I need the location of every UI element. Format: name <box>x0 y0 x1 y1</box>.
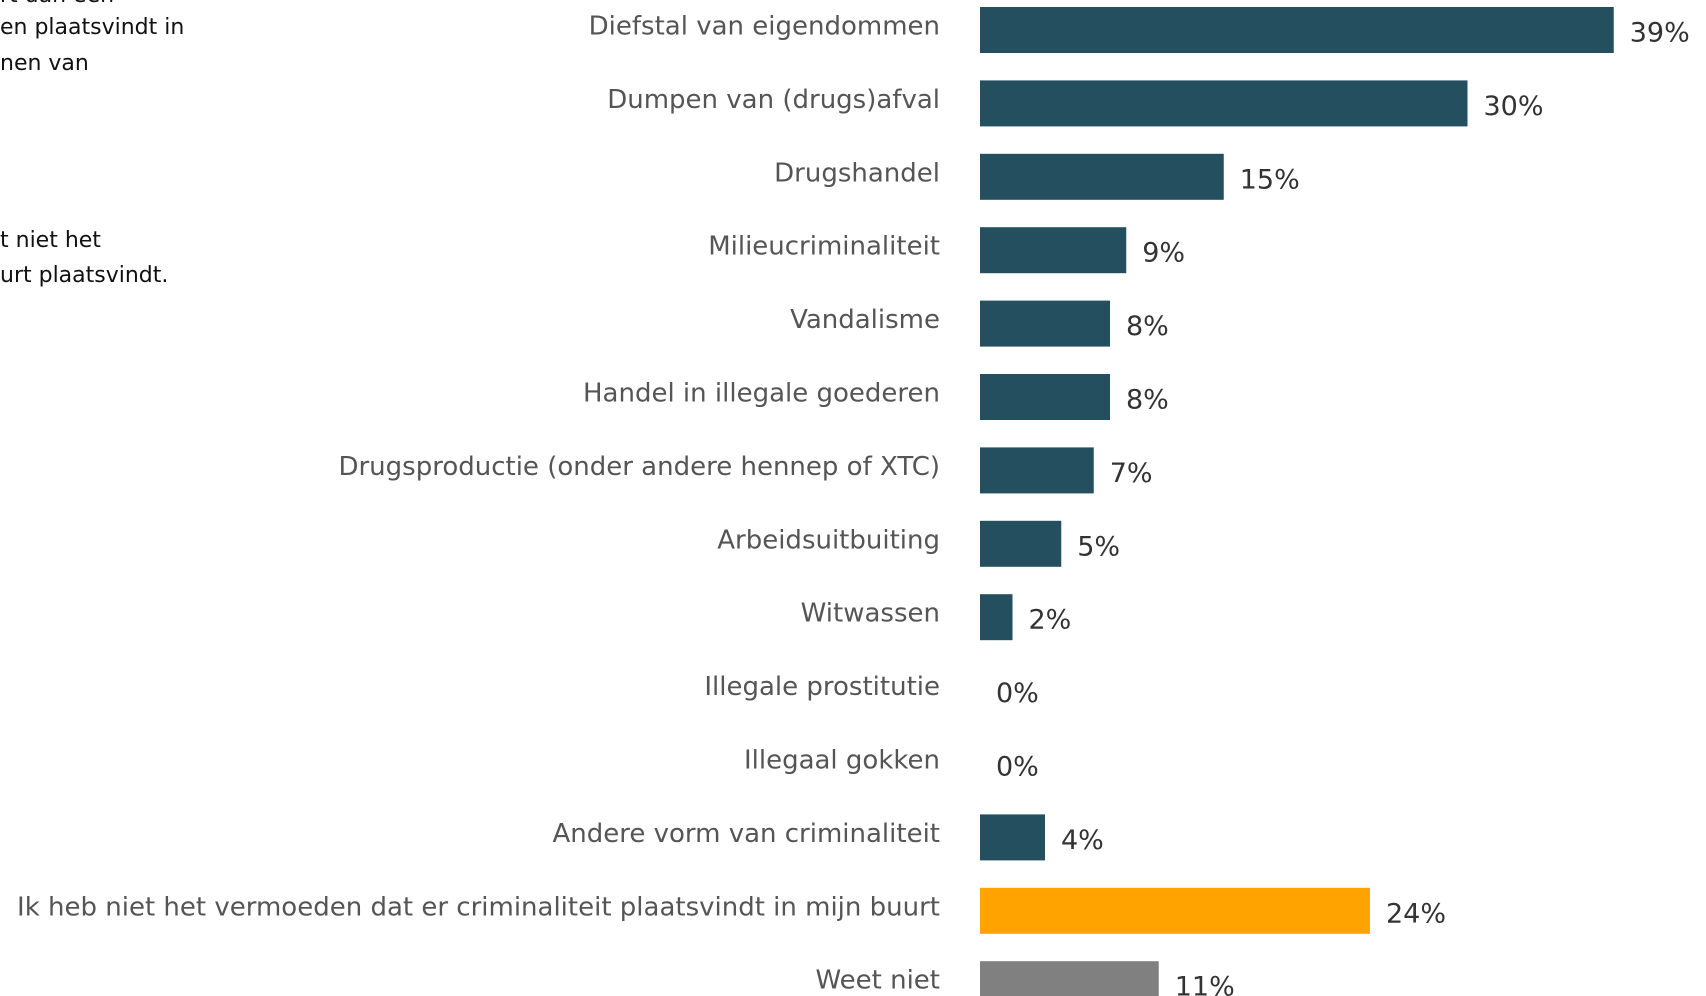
category-label: Illegaal gokken <box>744 746 940 776</box>
value-label: 0% <box>996 678 1039 709</box>
bar <box>980 887 1370 934</box>
bar <box>980 80 1468 127</box>
category-label: Drugshandel <box>774 158 940 188</box>
value-label: 8% <box>1126 385 1169 416</box>
value-label: 9% <box>1142 238 1185 269</box>
value-label: 7% <box>1110 458 1153 489</box>
bar <box>980 594 1013 641</box>
value-label: 2% <box>1029 605 1072 636</box>
bar <box>980 227 1127 274</box>
category-label: Milieucriminaliteit <box>708 232 940 262</box>
bar <box>980 153 1224 200</box>
category-label: Andere vorm van criminaliteit <box>552 819 940 849</box>
category-label: Weet niet <box>815 966 940 996</box>
value-label: 39% <box>1630 18 1690 49</box>
value-label: 30% <box>1484 91 1544 122</box>
value-label: 4% <box>1061 825 1104 856</box>
category-label: Drugsproductie (onder andere hennep of X… <box>338 452 940 482</box>
value-label: 8% <box>1126 311 1169 342</box>
bar <box>980 7 1614 53</box>
side-text: rt dan een <box>0 0 114 8</box>
bar <box>980 374 1110 420</box>
bar <box>980 520 1062 567</box>
category-label: Ik heb niet het vermoeden dat er crimina… <box>17 892 940 922</box>
side-text: urt plaatsvindt. <box>0 263 168 288</box>
category-label: Dumpen van (drugs)afval <box>607 85 940 115</box>
category-label: Diefstal van eigendommen <box>589 12 940 42</box>
value-label: 11% <box>1175 972 1235 996</box>
value-label: 0% <box>996 752 1039 783</box>
bar <box>980 447 1094 494</box>
category-label: Arbeidsuitbuiting <box>717 525 940 555</box>
value-label: 15% <box>1240 164 1300 195</box>
value-label: 5% <box>1077 531 1120 562</box>
value-label: 24% <box>1386 898 1446 929</box>
category-label: Illegale prostitutie <box>704 672 940 702</box>
side-text: nen van <box>0 51 89 76</box>
side-text: t niet het <box>0 228 101 253</box>
bar <box>980 300 1110 347</box>
category-label: Handel in illegale goederen <box>583 379 940 409</box>
bar <box>980 814 1045 861</box>
bar <box>980 961 1159 996</box>
side-text: en plaatsvindt in <box>0 15 184 40</box>
category-label: Witwassen <box>801 599 940 629</box>
category-label: Vandalisme <box>790 305 940 335</box>
